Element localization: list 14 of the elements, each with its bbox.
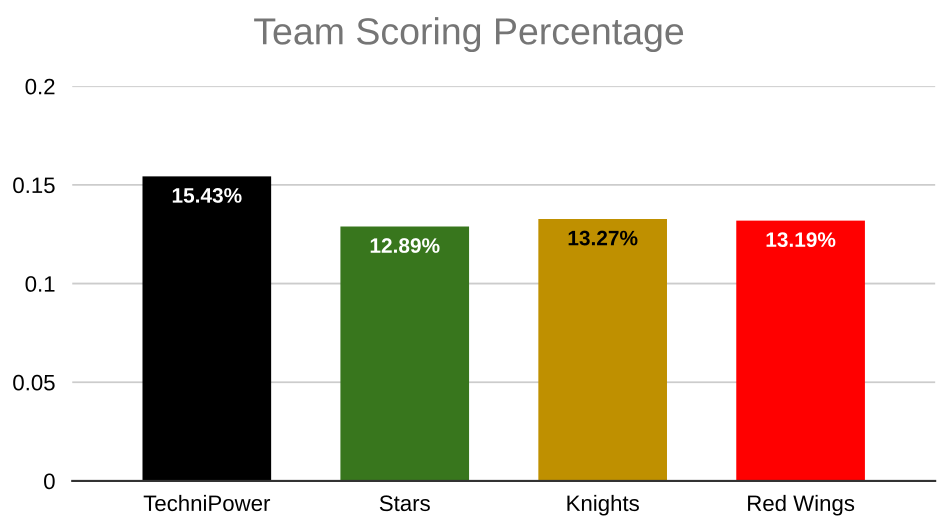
chart-title: Team Scoring Percentage xyxy=(254,17,684,52)
y-tick-label: 0 xyxy=(44,473,55,490)
y-tick-label: 0.15 xyxy=(13,177,55,194)
data-label: 12.89% xyxy=(370,238,440,253)
x-tick-label: Stars xyxy=(380,495,430,512)
y-tick-label: 0.1 xyxy=(26,276,54,292)
y-tick-label: 0.2 xyxy=(26,78,54,94)
data-label: 13.27% xyxy=(568,230,638,246)
x-tick-label: TechniPower xyxy=(144,494,270,512)
y-tick-label: 0.05 xyxy=(13,374,55,391)
x-tick-label: Red Wings xyxy=(748,494,854,516)
x-tick-label: Knights xyxy=(567,494,639,516)
data-label: 15.43% xyxy=(172,188,242,203)
data-label: 13.19% xyxy=(766,232,836,248)
